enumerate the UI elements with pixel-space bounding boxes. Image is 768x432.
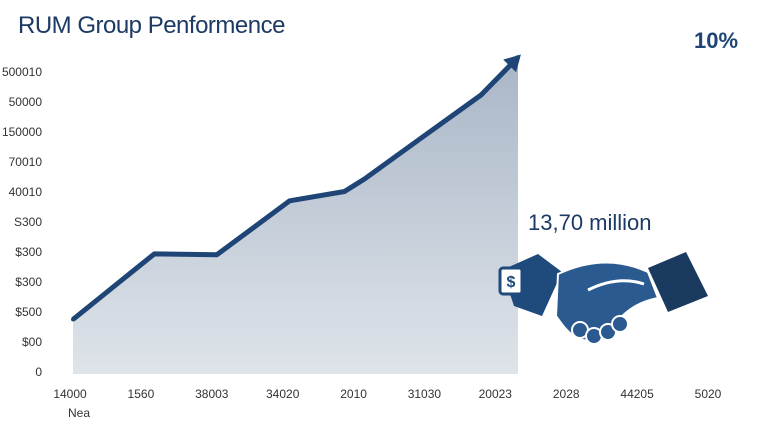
data-point-2 — [214, 252, 219, 257]
x-axis-label: Nea — [68, 406, 91, 420]
y-tick-label: 40010 — [9, 185, 43, 199]
y-tick-label: $500 — [15, 305, 42, 319]
handshake-icon: $ — [498, 252, 708, 345]
x-tick-label: 34020 — [266, 387, 300, 401]
y-tick-label: 50000 — [9, 95, 43, 109]
y-axis-ticks: 0 $00 $500 $300 $300 S300 40010 70010 150000 5000… — [2, 65, 42, 379]
x-tick-label: 38003 — [195, 387, 229, 401]
y-tick-label: $300 — [15, 275, 42, 289]
data-point-5 — [362, 177, 367, 181]
y-tick-label: 70010 — [9, 155, 43, 169]
x-tick-label: 44205 — [620, 387, 654, 401]
y-tick-label: $300 — [15, 245, 42, 259]
data-point-6 — [418, 136, 423, 141]
area-layer — [73, 57, 518, 375]
data-point-3 — [287, 198, 292, 203]
dollar-symbol: $ — [507, 274, 516, 291]
x-tick-label: 5020 — [695, 387, 722, 401]
y-tick-label: $00 — [22, 335, 42, 349]
y-tick-label: S300 — [14, 215, 42, 229]
y-tick-label: 0 — [35, 365, 42, 379]
callout-label: 13,70 million — [528, 210, 652, 235]
end-percent-label: 10% — [694, 28, 739, 53]
chart-title: RUM Group Penformence — [18, 12, 285, 39]
y-tick-label: 150000 — [2, 125, 42, 139]
x-tick-label: 1560 — [128, 387, 155, 401]
area-fill — [73, 57, 518, 375]
data-point-7 — [479, 92, 484, 97]
line-layer — [71, 54, 521, 322]
x-tick-label: 2010 — [340, 387, 367, 401]
x-tick-label: 2028 — [553, 387, 580, 401]
x-tick-label: 31030 — [408, 387, 442, 401]
x-axis-ticks: 14000 1560 38003 34020 2010 31030 20023 2028 442… — [53, 387, 721, 401]
arrow-head-icon — [503, 54, 521, 73]
data-point-1 — [152, 251, 157, 256]
x-tick-label: 14000 — [53, 387, 87, 401]
y-tick-label: 500010 — [2, 65, 42, 79]
data-point-0 — [71, 317, 75, 322]
data-point-4 — [342, 189, 347, 194]
x-tick-label: 20023 — [479, 387, 513, 401]
